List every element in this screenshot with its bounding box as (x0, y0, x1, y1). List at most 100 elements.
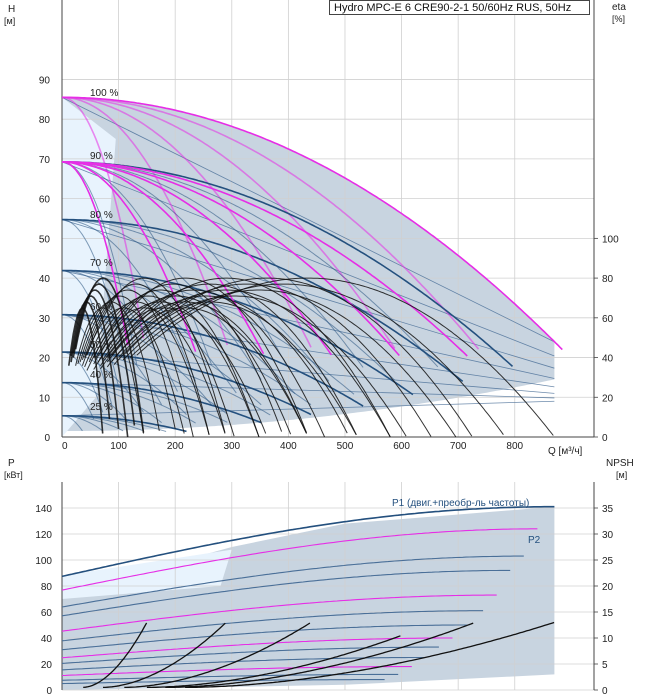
h-axis-unit: [м] (4, 16, 15, 26)
head-curve (62, 161, 514, 367)
speed-label: 70 % (90, 258, 113, 269)
npsh-axis-label: NPSH (606, 458, 634, 469)
p-tick-label: 100 (35, 556, 52, 567)
npsh-tick-label: 10 (602, 634, 614, 645)
head-curve (62, 161, 439, 368)
power-curve (61, 555, 524, 608)
npsh-tick-label: 25 (602, 556, 614, 567)
efficiency-curve (77, 301, 160, 431)
p-tick-label: 120 (35, 530, 52, 541)
power-curve (61, 673, 399, 681)
power-light-area (62, 549, 232, 599)
x-tick-label: 300 (223, 441, 240, 452)
h-tick-label: 70 (39, 155, 51, 166)
head-curve (62, 96, 563, 351)
head-curve (62, 96, 396, 349)
q-axis-label: Q [м³/ч] (548, 446, 583, 457)
efficiency-curve (129, 283, 504, 435)
speed-guide-line (61, 270, 555, 379)
head-curve (62, 415, 187, 433)
efficiency-curve (97, 295, 292, 435)
x-tick-label: 500 (337, 441, 354, 452)
speed-guide-line (61, 96, 555, 343)
efficiency-curve (102, 289, 326, 438)
efficiency-curve (79, 295, 176, 429)
p-tick-label: 20 (41, 660, 53, 671)
npsh-tick-label: 20 (602, 582, 614, 593)
head-curve (62, 381, 262, 424)
p-tick-label: 0 (46, 686, 52, 697)
x-tick-label: 0 (62, 441, 68, 452)
h-axis-label: H (8, 4, 15, 15)
speed-label: 100 % (90, 88, 118, 99)
head-curve (62, 161, 364, 368)
eta-tick-label: 0 (602, 433, 608, 444)
efficiency-curve (100, 307, 307, 434)
p-tick-label: 140 (35, 504, 52, 515)
npsh-curve (185, 621, 555, 689)
x-tick-label: 200 (167, 441, 184, 452)
power-curve (61, 666, 412, 677)
speed-guide-line (61, 400, 555, 417)
efficiency-curve (72, 283, 136, 426)
eta-tick-label: 100 (602, 234, 619, 245)
x-tick-label: 100 (110, 441, 127, 452)
power-curve (61, 646, 439, 664)
x-tick-label: 600 (393, 441, 410, 452)
head-curve-90 (62, 161, 265, 355)
efficiency-curve (72, 289, 129, 438)
h-tick-label: 10 (39, 393, 51, 404)
npsh-curve (103, 622, 226, 689)
power-curve (61, 624, 470, 651)
efficiency-curve (86, 277, 226, 433)
npsh-tick-label: 35 (602, 504, 614, 515)
efficiency-curve (93, 307, 267, 434)
efficiency-curve (106, 301, 357, 436)
head-curve (62, 219, 262, 380)
head-curve (62, 219, 396, 381)
speed-label: 80 % (90, 210, 113, 221)
eta-axis-unit: [%] (612, 14, 625, 24)
head-curve-90 (62, 161, 333, 356)
head-curve-90 (62, 161, 400, 357)
efficiency-curve (70, 301, 111, 420)
power-curve (61, 637, 453, 659)
h-tick-label: 90 (39, 75, 51, 86)
head-curve (61, 96, 229, 346)
npsh-tick-label: 5 (602, 660, 608, 671)
head-curve (62, 382, 162, 424)
eta-tick-label: 80 (602, 274, 614, 285)
efficiency-curve (93, 301, 260, 438)
power-curve (61, 679, 385, 685)
speed-label: 90 % (90, 151, 113, 162)
h-tick-label: 80 (39, 115, 51, 126)
x-tick-label: 800 (506, 441, 523, 452)
efficiency-curve (106, 295, 348, 434)
head-curve (62, 269, 414, 396)
p-tick-label: 40 (41, 634, 53, 645)
power-curve (61, 610, 484, 642)
x-tick-label: 700 (450, 441, 467, 452)
p-axis-unit: [кВт] (4, 470, 23, 480)
head-curve (61, 314, 113, 405)
head-curve (62, 161, 287, 365)
npsh-curve (83, 622, 148, 689)
npsh-tick-label: 30 (602, 530, 614, 541)
speed-guide-line (61, 219, 555, 369)
efficiency-curve (111, 277, 391, 438)
h-tick-label: 20 (39, 354, 51, 365)
head-curve (61, 96, 145, 339)
chart-title: Hydro MPC-E 6 CRE90-2-1 50/60Hz RUS, 50H… (329, 0, 590, 15)
efficiency-curve (81, 289, 194, 438)
head-curve (62, 270, 237, 394)
speed-label: 25 % (90, 402, 113, 413)
head-curve (62, 218, 464, 383)
h-tick-label: 40 (39, 274, 51, 285)
head-curve (62, 313, 364, 407)
power-curve (61, 594, 497, 632)
x-tick-label: 400 (280, 441, 297, 452)
h-tick-label: 60 (39, 195, 51, 206)
npsh-tick-label: 15 (602, 608, 614, 619)
speed-label: 50 % (90, 340, 113, 351)
